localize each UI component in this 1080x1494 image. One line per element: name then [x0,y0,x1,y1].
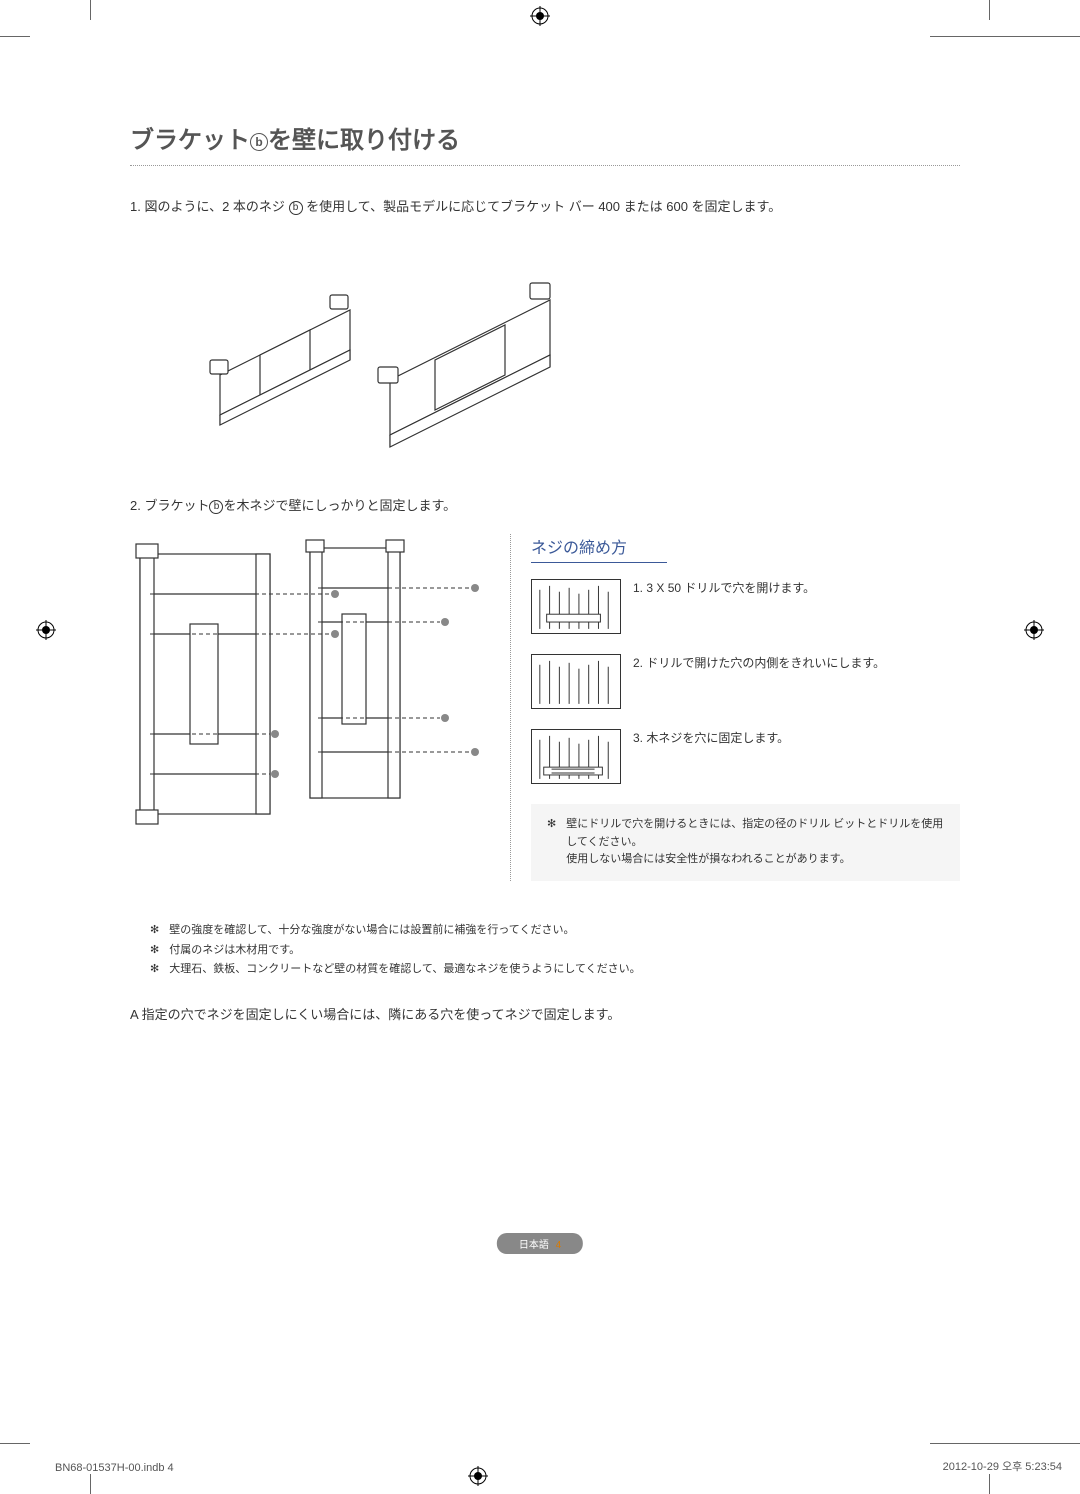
screw-caption-1: 1. 3 X 50 ドリルで穴を開けます。 [633,579,815,597]
crop-mark [90,0,91,20]
step1-post: を使用して、製品モデルに応じてブラケット バー 400 または 600 を固定し… [303,199,782,214]
reg-mark-right [1024,620,1044,640]
note-a: A 指定の穴でネジを固定しにくい場合には、隣にある穴を使ってネジで固定します。 [130,1004,960,1023]
asterisk-icon: ✻ [150,960,159,980]
screw-thumb-2 [531,654,621,709]
circled-b-icon: b [209,500,223,514]
reg-mark-top [530,6,550,26]
asterisk-icon: ✻ [547,816,556,869]
step2-pre: 2. ブラケット [130,498,209,513]
step-1-text: 1. 図のように、2 本のネジ b を使用して、製品モデルに応じてブラケット バ… [130,196,960,215]
note-1: 壁の強度を確認して、十分な強度がない場合には設置前に補強を行ってください。 [169,921,574,941]
step1-pre: 1. 図のように、2 本のネジ [130,199,289,214]
title-prefix: ブラケット [130,127,250,154]
footer-left-text: BN68-01537H-00.indb 4 [55,1462,174,1474]
screw-step-1: 1. 3 X 50 ドリルで穴を開けます。 [531,579,960,634]
drill-warning-note: ✻ 壁にドリルで穴を開けるときには、指定の径のドリル ビットとドリルを使用してく… [531,804,960,881]
crop-mark [0,1443,30,1444]
screw-step-3: 3. 木ネジを穴に固定します。 [531,729,960,784]
footer-lang: 日本語 [519,1240,549,1251]
page-content: ブラケットbを壁に取り付ける 1. 図のように、2 本のネジ b を使用して、製… [130,120,960,1023]
bottom-notes: ✻ 壁の強度を確認して、十分な強度がない場合には設置前に補強を行ってください。 ✻… [130,921,960,980]
screw-caption-2: 2. ドリルで開けた穴の内側をきれいにします。 [633,654,885,672]
asterisk-icon: ✻ [150,921,159,941]
screw-method-box: ネジの締め方 1. 3 X 50 ドリルで穴を開けます。 2. ドリルで開けた穴… [510,534,960,881]
crop-mark [989,1474,990,1494]
footer-language-badge: 日本語 4 [497,1233,583,1254]
step2-post: を木ネジで壁にしっかりと固定します。 [223,498,456,513]
note-2: 付属のネジは木材用です。 [169,941,300,961]
figure-2 [130,534,490,834]
title-suffix: を壁に取り付ける [268,127,460,154]
crop-mark [930,1443,1080,1444]
section-title: ブラケットbを壁に取り付ける [130,120,960,166]
asterisk-icon: ✻ [150,941,159,961]
crop-mark [930,36,1080,37]
reg-mark-bottom [468,1466,488,1486]
screw-thumb-1 [531,579,621,634]
warning-text: 壁にドリルで穴を開けるときには、指定の径のドリル ビットとドリルを使用してくださ… [566,816,944,869]
circled-b-icon: b [289,201,303,215]
circled-b-icon: b [250,133,268,151]
screw-method-title: ネジの締め方 [531,534,667,563]
figure-1 [180,235,580,455]
screw-step-2: 2. ドリルで開けた穴の内側をきれいにします。 [531,654,960,709]
crop-mark [0,36,30,37]
crop-mark [989,0,990,20]
screw-caption-3: 3. 木ネジを穴に固定します。 [633,729,789,747]
note-3: 大理石、鉄板、コンクリートなど壁の材質を確認して、最適なネジを使うようにしてくだ… [169,960,640,980]
footer-right-text: 2012-10-29 오후 5:23:54 [943,1458,1062,1474]
step-2-text: 2. ブラケットbを木ネジで壁にしっかりと固定します。 [130,495,960,514]
crop-mark [90,1474,91,1494]
screw-thumb-3 [531,729,621,784]
reg-mark-left [36,620,56,640]
footer-page: 4 [556,1240,562,1251]
